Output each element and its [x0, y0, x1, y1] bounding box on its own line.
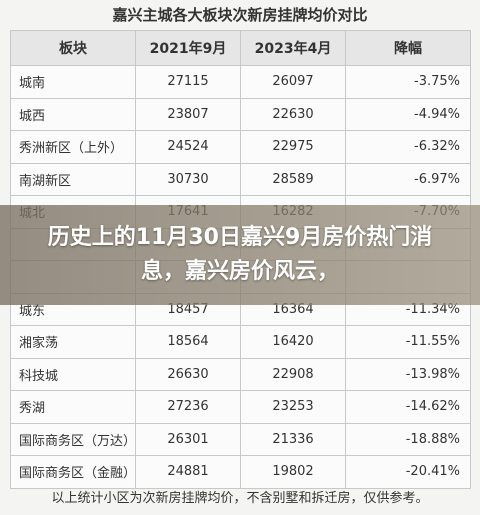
table-cell: 27115: [135, 65, 241, 99]
table-row: 秀湖 27236 23253 -14.62%: [10, 390, 471, 424]
table-row: 科技城 26630 22908 -13.98%: [10, 357, 471, 391]
table-cell: 科技城: [10, 357, 136, 391]
table-cell: -14.62%: [345, 390, 471, 424]
table-cell: 南湖新区: [10, 162, 136, 196]
table-title: 嘉兴主城各大板块次新房挂牌均价对比: [112, 6, 368, 24]
table-cell: 26630: [135, 357, 241, 391]
headline: 历史上的11月30日嘉兴9月房价热门消息，嘉兴房价风云，: [47, 225, 433, 284]
table-cell: 21336: [240, 422, 346, 456]
table-cell: 23807: [135, 97, 241, 131]
table-cell: 秀湖: [10, 390, 136, 424]
table-cell: 秀洲新区（上外）: [10, 130, 136, 164]
table-cell: 24881: [135, 455, 241, 489]
table-row: 秀洲新区（上外） 24524 22975 -6.32%: [10, 130, 471, 164]
table-cell: 23253: [240, 390, 346, 424]
table-row: 南湖新区 30730 28589 -6.97%: [10, 162, 471, 196]
table-cell: -13.98%: [345, 357, 471, 391]
table-cell: 27236: [135, 390, 241, 424]
table-cell: 22630: [240, 97, 346, 131]
table-cell: 30730: [135, 162, 241, 196]
table-cell: 22908: [240, 357, 346, 391]
table-cell: -6.32%: [345, 130, 471, 164]
header-cell: 2021年9月: [135, 30, 241, 66]
headline-banner: 历史上的11月30日嘉兴9月房价热门消息，嘉兴房价风云，: [0, 205, 480, 305]
table-cell: -11.55%: [345, 325, 471, 359]
header-cell: 板块: [10, 30, 136, 66]
table-cell: 国际商务区（金融）: [10, 455, 136, 489]
table-cell: 26301: [135, 422, 241, 456]
table-cell: -3.75%: [345, 65, 471, 99]
table-cell: 国际商务区（万达）: [10, 422, 136, 456]
table-cell: 城西: [10, 97, 136, 131]
table-cell: 16420: [240, 325, 346, 359]
table-cell: -20.41%: [345, 455, 471, 489]
table-row: 湘家荡 18564 16420 -11.55%: [10, 325, 471, 359]
table-cell: 城南: [10, 65, 136, 99]
table-cell: 28589: [240, 162, 346, 196]
table-cell: 18564: [135, 325, 241, 359]
table-cell: 24524: [135, 130, 241, 164]
table-row: 城南 27115 26097 -3.75%: [10, 65, 471, 99]
header-cell: 降幅: [345, 30, 471, 66]
table-cell: 湘家荡: [10, 325, 136, 359]
table-cell: 19802: [240, 455, 346, 489]
table-cell: 26097: [240, 65, 346, 99]
table-cell: -4.94%: [345, 97, 471, 131]
table-row: 城西 23807 22630 -4.94%: [10, 97, 471, 131]
table-row: 国际商务区（万达） 26301 21336 -18.88%: [10, 422, 471, 456]
header-row: 板块 2021年9月 2023年4月 降幅: [10, 30, 471, 66]
table-cell: -18.88%: [345, 422, 471, 456]
table-cell: 22975: [240, 130, 346, 164]
table-row: 国际商务区（金融） 24881 19802 -20.41%: [10, 455, 471, 489]
footnote: 以上统计小区为次新房挂牌均价，不含别墅和拆迁房，仅供参考。: [51, 491, 429, 506]
header-cell: 2023年4月: [240, 30, 346, 66]
table-cell: -6.97%: [345, 162, 471, 196]
